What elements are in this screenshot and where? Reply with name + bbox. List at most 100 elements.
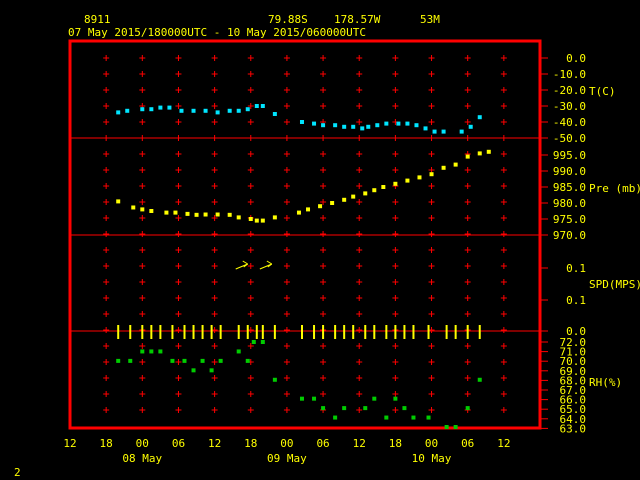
temperature-point [468,124,473,129]
temperature-point [432,129,437,134]
pressure-point [342,197,347,202]
x-tick-label: 12 [353,437,366,450]
rh-tick-label: 71.0 [560,346,587,359]
x-tick-label: 12 [63,437,76,450]
temperature-point [227,108,232,113]
rh-tick-label: 67.0 [560,384,587,397]
rh-point [128,358,133,363]
station-lat: 79.88S [268,13,308,26]
rh-point [191,368,196,373]
temperature-point [441,129,446,134]
pressure-point [393,181,398,186]
pressure-point [131,205,136,210]
panel-dividers [70,137,540,332]
rh-tick-label: 64.0 [560,413,587,426]
wind-barb-head [266,260,273,265]
rh-point [372,396,377,401]
pressure-point [164,210,169,215]
rh-point [260,340,265,344]
temperature-point [360,126,365,131]
temperature-point [140,107,145,112]
rh-point [218,358,223,363]
temperature-point [342,124,347,129]
wind-barb-head [243,263,249,268]
pressure-point [465,154,470,159]
rh-point [116,358,121,363]
temperature-point [366,124,371,129]
rh-point [363,406,368,411]
rh-point [272,377,277,382]
x-tick-label: 06 [316,437,329,450]
temperature-point [405,121,410,126]
temperature-point [477,115,482,120]
temperature-point [299,120,304,124]
station-lon: 178.57W [334,13,381,26]
grid-markers [103,55,507,413]
temperature-tick-label: -10.0 [553,68,586,81]
pressure-point [248,217,253,221]
pressure-point [254,218,259,223]
temperature-point [245,107,250,112]
temperature-point [260,104,265,108]
page-number: 2 [14,466,21,479]
station-id: 8911 [84,13,111,26]
temperature-point [321,123,326,128]
temperature-point [333,123,338,128]
wind-panel-label: SPD(MPS) [589,278,640,291]
temperature-panel-label: T(C) [589,85,616,98]
pressure-tick-label: 975.0 [553,213,586,226]
pressure-point [236,215,241,220]
rh-point [299,396,304,401]
temperature-point [158,105,163,110]
pressure-point [372,188,377,193]
rh-point [312,396,317,401]
x-tick-label: 00 [136,437,149,450]
x-tick-label: 00 [425,437,438,450]
pressure-point [296,210,301,215]
rh-point [200,358,205,363]
date-label: 10 May [412,452,452,465]
temperature-point [375,123,380,128]
temperature-point [254,104,259,108]
rh-point [251,340,256,344]
pressure-point [351,194,356,199]
temperature-point [312,121,317,126]
temperature-tick-label: -30.0 [553,100,586,113]
rh-tick-label: 68.0 [560,374,587,387]
rh-point [384,415,389,420]
temperature-point [414,123,419,128]
pressure-tick-label: 970.0 [553,229,586,242]
data-marks [116,104,491,429]
rh-point [342,406,347,411]
rh-point [411,415,416,420]
temperature-tick-label: -50.0 [553,132,586,145]
pressure-point [194,212,199,217]
rh-point [236,349,241,354]
station-elev: 53M [420,13,440,26]
pressure-point [260,218,265,223]
rh-tick-label: 63.0 [560,422,587,435]
wind-tick-label: 0.1 [566,262,586,275]
temperature-point [191,108,196,113]
pressure-point [441,165,446,170]
temperature-point [272,112,277,116]
pressure-point [227,212,232,217]
rh-point [245,358,250,363]
pressure-point [185,211,190,216]
temperature-point [125,108,130,113]
rh-point [393,396,398,401]
rh-tick-label: 0.0 [566,325,586,338]
pressure-tick-label: 985.0 [553,181,586,194]
wind-barb [259,263,273,270]
temperature-point [396,121,401,126]
pressure-point [330,201,335,205]
rh-point [465,406,470,411]
pressure-point [405,178,410,183]
rh-point [182,358,187,363]
temperature-point [167,105,172,110]
temperature-point [215,110,220,115]
x-tick-label: 06 [461,437,474,450]
rh-point [477,377,482,382]
time-range: 07 May 2015/180000UTC - 10 May 2015/0600… [68,26,366,39]
temperature-point [351,124,356,129]
